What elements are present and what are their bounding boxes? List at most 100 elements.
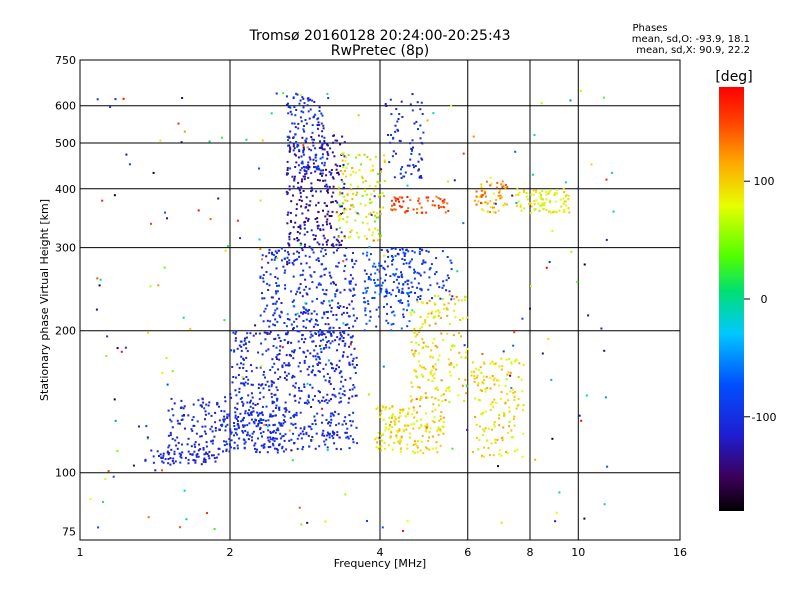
grid	[80, 60, 680, 540]
data-point	[478, 438, 481, 441]
data-point	[365, 216, 368, 218]
data-point	[268, 424, 271, 427]
data-point	[409, 142, 412, 145]
data-point	[395, 436, 398, 439]
data-point	[365, 322, 368, 325]
data-point	[392, 413, 394, 416]
data-point	[338, 372, 341, 375]
data-point	[453, 297, 455, 300]
data-point	[146, 436, 149, 439]
data-point	[145, 425, 148, 428]
data-point	[500, 454, 503, 457]
data-point	[303, 383, 306, 386]
data-point	[315, 204, 317, 207]
data-point	[510, 387, 513, 390]
data-point	[367, 393, 370, 396]
data-point	[241, 376, 244, 378]
data-point	[303, 148, 305, 151]
data-point	[266, 425, 269, 428]
data-point	[322, 338, 325, 341]
data-point	[177, 422, 180, 425]
data-point	[406, 279, 409, 282]
data-point	[274, 431, 277, 434]
data-point	[324, 249, 327, 252]
data-point	[272, 314, 275, 317]
data-point	[376, 268, 379, 271]
data-point	[234, 406, 237, 409]
data-point	[326, 213, 329, 216]
data-point	[330, 227, 333, 229]
data-point	[368, 198, 371, 201]
data-point	[317, 390, 320, 393]
data-point	[602, 96, 605, 99]
data-point	[317, 370, 320, 372]
data-point	[279, 376, 282, 379]
data-point	[304, 311, 307, 314]
data-point	[372, 239, 375, 242]
data-point	[407, 424, 410, 427]
data-point	[392, 273, 395, 276]
data-point	[276, 277, 279, 280]
data-point	[372, 211, 375, 213]
data-point	[239, 397, 242, 400]
data-point	[274, 276, 277, 278]
data-point	[493, 421, 496, 423]
data-point	[286, 364, 289, 367]
data-point	[439, 415, 442, 418]
data-point	[414, 368, 417, 371]
y-tick-label: 400	[55, 183, 76, 196]
data-point	[260, 422, 263, 424]
data-point	[333, 387, 335, 390]
data-point	[308, 156, 311, 159]
data-point	[346, 307, 348, 309]
data-point	[415, 375, 418, 378]
data-point	[406, 309, 408, 312]
data-point	[229, 433, 232, 435]
data-point	[441, 250, 444, 253]
data-point	[310, 275, 313, 278]
data-point	[291, 350, 294, 353]
data-point	[464, 378, 467, 381]
data-point	[283, 377, 286, 380]
data-point	[302, 106, 305, 109]
data-point	[516, 188, 519, 191]
data-point	[461, 384, 464, 387]
data-point	[348, 280, 351, 283]
data-point	[170, 448, 173, 451]
data-point	[292, 328, 294, 331]
data-point	[370, 193, 373, 196]
data-point	[377, 447, 380, 450]
data-point	[533, 134, 536, 137]
data-point	[106, 335, 109, 338]
data-point	[257, 387, 260, 389]
data-point	[371, 297, 374, 299]
data-point	[382, 365, 385, 368]
data-point	[368, 202, 371, 204]
data-point	[364, 188, 367, 191]
data-point	[261, 254, 264, 257]
data-point	[279, 437, 282, 440]
data-point	[223, 440, 225, 443]
data-point	[325, 168, 327, 171]
data-point	[341, 159, 344, 162]
data-point	[335, 228, 338, 231]
data-point	[499, 189, 501, 192]
data-point	[501, 365, 504, 368]
data-point	[342, 163, 345, 166]
data-point	[364, 204, 367, 207]
data-point	[354, 319, 357, 322]
data-point	[286, 256, 289, 259]
data-point	[406, 520, 409, 523]
data-point	[421, 435, 424, 437]
data-point	[365, 290, 368, 293]
data-point	[273, 338, 276, 341]
data-point	[267, 385, 270, 388]
data-point	[157, 284, 160, 287]
data-point	[498, 414, 501, 417]
data-point	[335, 367, 338, 370]
data-point	[446, 314, 449, 317]
data-point	[400, 271, 402, 274]
data-point	[293, 147, 296, 150]
data-point	[345, 431, 348, 434]
data-point	[475, 424, 478, 426]
